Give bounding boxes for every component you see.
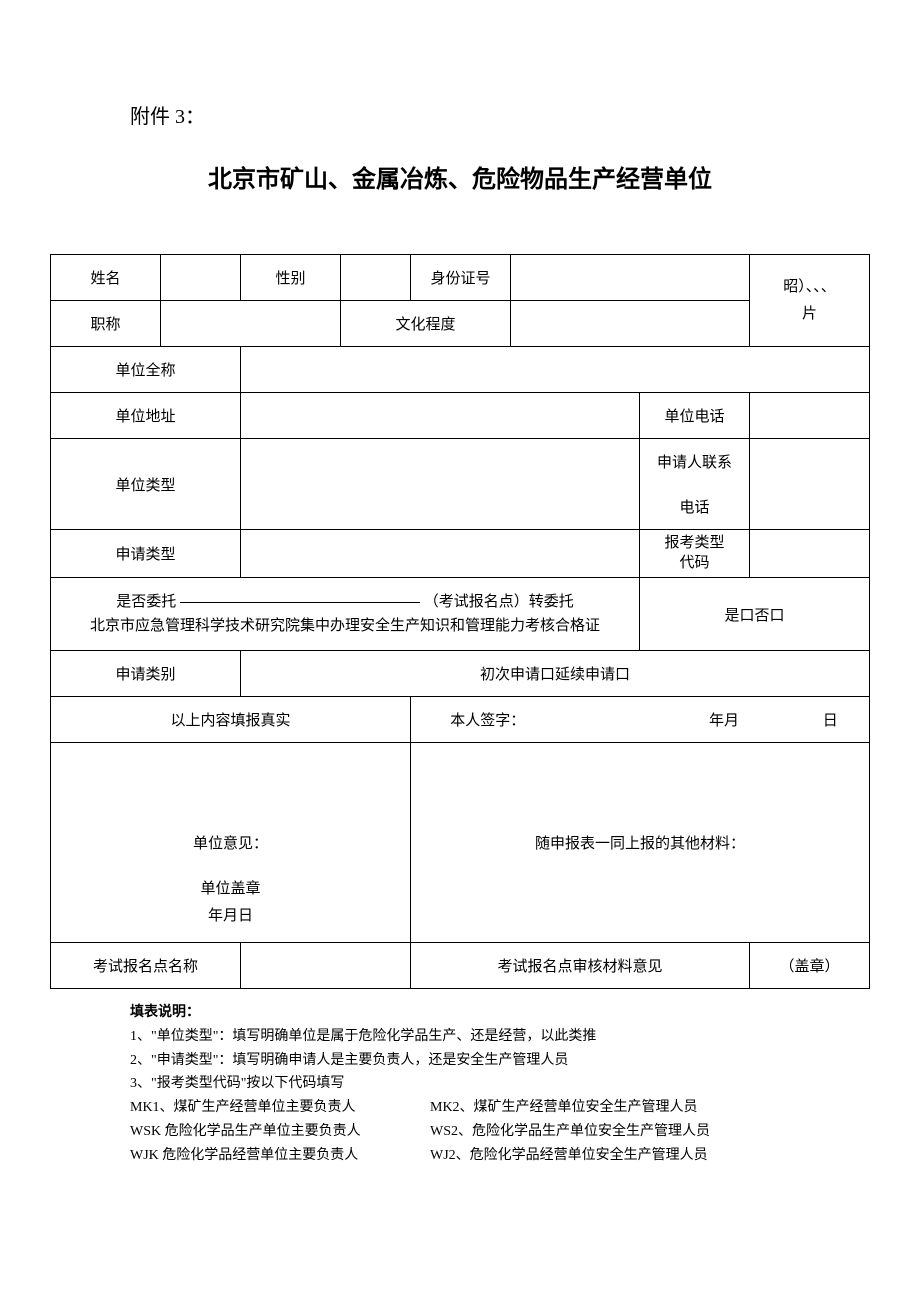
document-title: 北京市矿山、金属冶炼、危险物品生产经营单位 [50, 159, 870, 194]
label-id-no: 身份证号 [411, 255, 511, 301]
instruction-line-1: 1、"单位类型"：填写明确单位是属于危险化学品生产、还是经营，以此类推 [130, 1025, 870, 1049]
unit-opinion-cell[interactable]: 单位意见： 单位盖章 年月日 [51, 743, 411, 943]
declaration: 以上内容填报真实 [51, 697, 411, 743]
label-unit-addr: 单位地址 [51, 393, 241, 439]
label-apply-type: 申请类型 [51, 530, 241, 578]
field-gender[interactable] [341, 255, 411, 301]
instruction-line-3: 3、"报考类型代码"按以下代码填写 [130, 1072, 870, 1096]
entrust-yesno[interactable]: 是口否口 [640, 578, 870, 651]
instructions-heading: 填表说明： [130, 1001, 870, 1025]
label-exam-code-2: 代码 [644, 554, 745, 574]
unit-stamp-date: 年月日 [51, 903, 410, 930]
label-exam-point-name: 考试报名点名称 [51, 943, 241, 989]
field-exam-point-name[interactable] [241, 943, 411, 989]
code-1-right: MK2、煤矿生产经营单位安全生产管理人员 [430, 1096, 870, 1120]
label-unit-phone: 单位电话 [640, 393, 750, 439]
field-exam-code[interactable] [750, 530, 870, 578]
signature-area[interactable]: 本人签字： 年月 日 [411, 697, 870, 743]
sign-label: 本人签字： [450, 713, 525, 729]
stamp-label: （盖章） [750, 943, 870, 989]
materials-label: 随申报表一同上报的其他材料： [535, 836, 745, 852]
field-education[interactable] [511, 301, 750, 347]
label-exam-review: 考试报名点审核材料意见 [411, 943, 750, 989]
photo-line1: 昭）、、、 [758, 274, 861, 301]
label-unit-type: 单位类型 [51, 439, 241, 530]
field-apply-category[interactable]: 初次申请口延续申请口 [241, 651, 870, 697]
photo-box: 昭）、、、 片 [750, 255, 870, 347]
field-applicant-contact[interactable] [750, 439, 870, 530]
field-unit-type[interactable] [241, 439, 640, 530]
code-3-right: WJ2、危险化学品经营单位安全生产管理人员 [430, 1144, 870, 1168]
field-unit-addr[interactable] [241, 393, 640, 439]
field-name[interactable] [161, 255, 241, 301]
field-unit-phone[interactable] [750, 393, 870, 439]
entrust-blank[interactable] [180, 602, 420, 603]
label-title-rank: 职称 [51, 301, 161, 347]
code-row-1: MK1、煤矿生产经营单位主要负责人 MK2、煤矿生产经营单位安全生产管理人员 [130, 1096, 870, 1120]
code-3-left: WJK 危险化学品经营单位主要负责人 [130, 1144, 430, 1168]
entrust-prefix: 是否委托 [116, 594, 176, 610]
instruction-line-2: 2、"申请类型"：填写明确申请人是主要负责人，还是安全生产管理人员 [130, 1049, 870, 1073]
label-applicant-contact-1: 申请人联系 [640, 439, 750, 485]
label-apply-category: 申请类别 [51, 651, 241, 697]
label-applicant-contact-2: 电话 [640, 484, 750, 530]
label-name: 姓名 [51, 255, 161, 301]
label-exam-code: 报考类型 代码 [640, 530, 750, 578]
code-2-left: WSK 危险化学品生产单位主要负责人 [130, 1120, 430, 1144]
code-2-right: WS2、危险化学品生产单位安全生产管理人员 [430, 1120, 870, 1144]
application-form-table: 姓名 性别 身份证号 昭）、、、 片 职称 文化程度 单位全称 单位地址 单位电… [50, 254, 870, 989]
unit-stamp-text: 单位盖章 [51, 876, 410, 903]
unit-opinion-label: 单位意见： [193, 836, 268, 852]
field-apply-type[interactable] [241, 530, 640, 578]
label-education: 文化程度 [341, 301, 511, 347]
attachment-label: 附件 3： [130, 100, 870, 129]
code-1-left: MK1、煤矿生产经营单位主要负责人 [130, 1096, 430, 1120]
entrust-line2: 北京市应急管理科学技术研究院集中办理安全生产知识和管理能力考核合格证 [90, 618, 600, 634]
label-exam-code-1: 报考类型 [644, 534, 745, 554]
ym-label: 年月 [709, 713, 739, 729]
instructions: 填表说明： 1、"单位类型"：填写明确单位是属于危险化学品生产、还是经营，以此类… [130, 1001, 870, 1168]
label-unit-full: 单位全称 [51, 347, 241, 393]
photo-line2: 片 [758, 301, 861, 328]
field-title-rank[interactable] [161, 301, 341, 347]
day-label: 日 [823, 713, 838, 729]
field-unit-full[interactable] [241, 347, 870, 393]
field-id-no[interactable] [511, 255, 750, 301]
materials-cell[interactable]: 随申报表一同上报的其他材料： [411, 743, 870, 943]
code-row-2: WSK 危险化学品生产单位主要负责人 WS2、危险化学品生产单位安全生产管理人员 [130, 1120, 870, 1144]
entrust-mid: （考试报名点）转委托 [424, 594, 574, 610]
code-row-3: WJK 危险化学品经营单位主要负责人 WJ2、危险化学品经营单位安全生产管理人员 [130, 1144, 870, 1168]
unit-stamp-area: 单位盖章 年月日 [51, 876, 410, 930]
entrust-question: 是否委托 （考试报名点）转委托 北京市应急管理科学技术研究院集中办理安全生产知识… [51, 578, 640, 651]
label-gender: 性别 [241, 255, 341, 301]
